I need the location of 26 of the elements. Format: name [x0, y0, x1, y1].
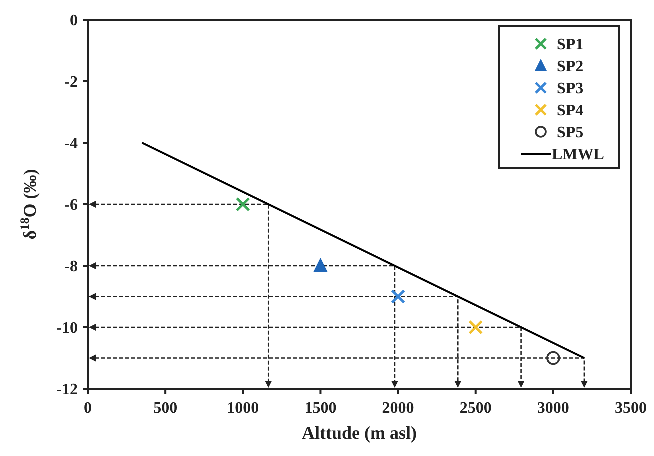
legend-label: SP2 [557, 58, 584, 76]
x-tick-label: 2500 [460, 400, 492, 417]
x-tick-label: 2000 [382, 400, 414, 417]
x-tick-label: 500 [154, 400, 178, 417]
y-tick-label: -6 [64, 197, 78, 214]
legend-label: SP1 [557, 36, 584, 54]
y-tick-label: 0 [70, 12, 78, 30]
point [468, 320, 484, 335]
legend-label: SP4 [557, 102, 584, 120]
y-tick-label: -10 [56, 320, 78, 338]
y-tick-label: -12 [56, 382, 78, 399]
x-tick-label: 0 [84, 400, 92, 417]
x-axis-title: Alttude (m asl) [302, 423, 417, 443]
legend-label: SP3 [557, 80, 584, 98]
point [391, 290, 406, 304]
point [236, 197, 250, 212]
x-tick-label: 3000 [537, 400, 570, 417]
point [314, 258, 328, 272]
x-tick-label: 1500 [304, 400, 337, 417]
legend-label: LMWL [552, 146, 604, 164]
y-tick-label: -8 [64, 258, 78, 276]
legend-label: SP5 [557, 124, 584, 142]
x-tick-label: 1000 [227, 400, 260, 417]
y-tick-label: -2 [64, 74, 78, 92]
point [546, 351, 560, 366]
y-tick-label: -4 [64, 136, 78, 153]
